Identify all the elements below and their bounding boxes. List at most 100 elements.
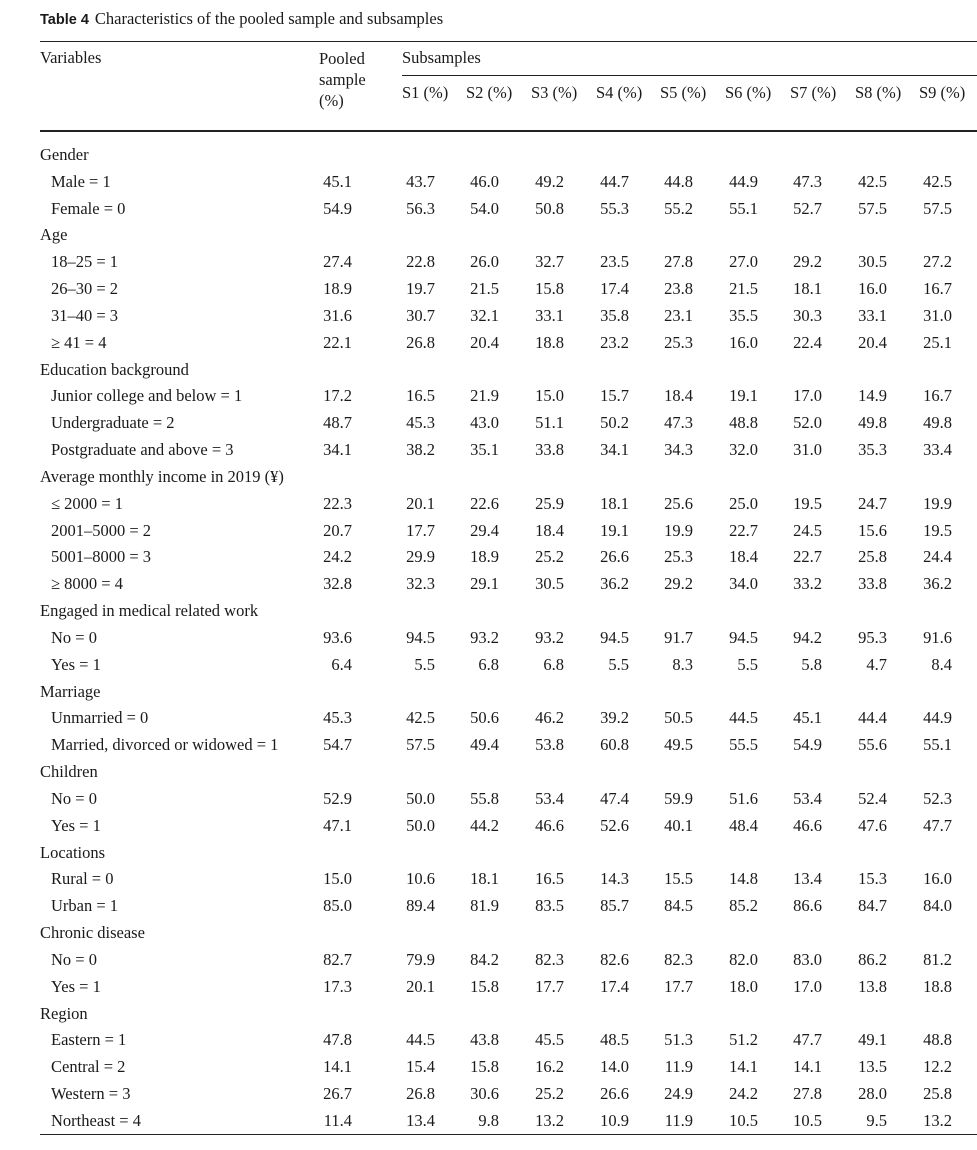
subsample-s3-cell: 53.8 [535, 735, 564, 755]
pooled-value-cell: 47.8 [323, 1030, 352, 1050]
subsample-s2-cell: 93.2 [470, 627, 499, 647]
row-label: No = 0 [51, 949, 97, 969]
subsample-s3-cell: 18.4 [535, 520, 564, 540]
subsample-s4-cell: 55.3 [600, 198, 629, 218]
subsample-s7-cell: 17.0 [793, 386, 822, 406]
subsample-s4-cell: 19.1 [600, 520, 629, 540]
group-label: Education background [40, 359, 189, 379]
subsample-s5-cell: 27.8 [664, 252, 693, 272]
subsample-s3-cell: 16.5 [535, 869, 564, 889]
subsample-s6-cell: 44.5 [729, 708, 758, 728]
column-header-s8: S8 (%) [855, 83, 902, 102]
table-row: Undergraduate = 2 48.7 45.3 43.0 51.1 50.2 47.… [0, 409, 977, 436]
subsample-s4-cell: 50.2 [600, 413, 629, 433]
subsample-s1-cell: 20.1 [406, 976, 435, 996]
subsample-s6-cell: 48.8 [729, 413, 758, 433]
subsample-s6-cell: 82.0 [729, 949, 758, 969]
top-rule [40, 41, 977, 43]
subsample-s2-cell: 6.8 [478, 654, 499, 674]
subsample-s3-cell: 6.8 [543, 654, 564, 674]
subsample-s7-cell: 13.4 [793, 869, 822, 889]
pooled-value-cell: 20.7 [323, 520, 352, 540]
group-label: Average monthly income in 2019 (¥) [40, 466, 284, 486]
subsample-s5-cell: 23.8 [664, 279, 693, 299]
subsample-s7-cell: 52.0 [793, 413, 822, 433]
table-row: Unmarried = 0 45.3 42.5 50.6 46.2 39.2 50.5 44.… [0, 704, 977, 731]
row-label: Central = 2 [51, 1057, 126, 1077]
subsample-s7-cell: 5.8 [801, 654, 822, 674]
table-row: ≤ 2000 = 1 22.3 20.1 22.6 25.9 18.1 25.6 25.0 19… [0, 490, 977, 517]
subsample-s2-cell: 50.6 [470, 708, 499, 728]
subsample-s1-cell: 89.4 [406, 896, 435, 916]
row-label: ≤ 2000 = 1 [51, 493, 123, 513]
subsample-s2-cell: 21.9 [470, 386, 499, 406]
row-label: Eastern = 1 [51, 1030, 127, 1050]
pooled-value-cell: 22.3 [323, 493, 352, 513]
subsample-s3-cell: 83.5 [535, 896, 564, 916]
group-label: Gender [40, 145, 89, 164]
table-row: No = 0 52.9 50.0 55.8 53.4 47.4 59.9 51.6 53.4 52… [0, 785, 977, 812]
subsample-s4-cell: 17.4 [600, 279, 629, 299]
subsample-s2-cell: 49.4 [470, 735, 499, 755]
group-label: Region [40, 1003, 88, 1023]
subsample-s6-cell: 22.7 [729, 520, 758, 540]
subsample-s4-cell: 82.6 [600, 949, 629, 969]
row-label: Yes = 1 [51, 976, 101, 996]
subsample-s5-cell: 40.1 [664, 815, 693, 835]
subsample-s9-cell: 49.8 [923, 413, 952, 433]
subsample-s2-cell: 21.5 [470, 279, 499, 299]
subsample-s8-cell: 49.8 [858, 413, 887, 433]
subsample-s8-cell: 42.5 [858, 171, 887, 191]
subsample-s7-cell: 86.6 [793, 896, 822, 916]
subsample-s6-cell: 48.4 [729, 815, 758, 835]
group-row: Locations [0, 839, 977, 866]
pooled-value-cell: 24.2 [323, 547, 352, 567]
pooled-value-cell: 15.0 [323, 869, 352, 889]
subsample-s9-cell: 91.6 [923, 627, 952, 647]
subsample-s9-cell: 8.4 [931, 654, 952, 674]
subsample-s8-cell: 24.7 [858, 493, 887, 513]
subsample-s9-cell: 12.2 [923, 1057, 952, 1077]
subsample-s1-cell: 17.7 [406, 520, 435, 540]
subsample-s8-cell: 9.5 [866, 1110, 887, 1130]
subsample-s3-cell: 25.9 [535, 493, 564, 513]
subsample-s2-cell: 46.0 [470, 171, 499, 191]
subsample-s7-cell: 24.5 [793, 520, 822, 540]
subsample-s8-cell: 13.8 [858, 976, 887, 996]
subsample-s9-cell: 52.3 [923, 788, 952, 808]
table-number: Table 4 [40, 12, 89, 28]
subsample-s6-cell: 34.0 [729, 574, 758, 594]
subsample-s9-cell: 55.1 [923, 735, 952, 755]
subsample-s9-cell: 16.0 [923, 869, 952, 889]
subsample-s2-cell: 9.8 [478, 1110, 499, 1130]
subsample-s3-cell: 16.2 [535, 1057, 564, 1077]
row-label: Junior college and below = 1 [51, 386, 243, 406]
table-row: Central = 2 14.1 15.4 15.8 16.2 14.0 11.9 14.1 1… [0, 1053, 977, 1080]
subsample-s1-cell: 45.3 [406, 413, 435, 433]
subsample-s3-cell: 45.5 [535, 1030, 564, 1050]
subsample-s5-cell: 11.9 [664, 1057, 693, 1077]
pooled-value-cell: 6.4 [331, 654, 352, 674]
subsamples-header: Subsamples [402, 48, 481, 67]
subsample-s6-cell: 32.0 [729, 440, 758, 460]
row-label: No = 0 [51, 788, 97, 808]
subsample-s2-cell: 22.6 [470, 493, 499, 513]
table-row: Junior college and below = 1 17.2 16.5 21.9… [0, 382, 977, 409]
subsample-s6-cell: 94.5 [729, 627, 758, 647]
subsample-s7-cell: 29.2 [793, 252, 822, 272]
subsample-s1-cell: 57.5 [406, 735, 435, 755]
subsamples-rule [402, 75, 977, 76]
subsample-s1-cell: 15.4 [406, 1057, 435, 1077]
subsample-s8-cell: 15.6 [858, 520, 887, 540]
table-row: 5001–8000 = 3 24.2 29.9 18.9 25.2 26.6 25.3 18.… [0, 543, 977, 570]
subsample-s5-cell: 15.5 [664, 869, 693, 889]
subsample-s2-cell: 15.8 [470, 976, 499, 996]
subsample-s4-cell: 26.6 [600, 1083, 629, 1103]
subsample-s1-cell: 94.5 [406, 627, 435, 647]
subsample-s7-cell: 14.1 [793, 1057, 822, 1077]
subsample-s9-cell: 47.7 [923, 815, 952, 835]
subsample-s4-cell: 14.0 [600, 1057, 629, 1077]
subsample-s7-cell: 53.4 [793, 788, 822, 808]
table-row: Rural = 0 15.0 10.6 18.1 16.5 14.3 15.5 14.8 13.… [0, 865, 977, 892]
subsample-s3-cell: 46.6 [535, 815, 564, 835]
